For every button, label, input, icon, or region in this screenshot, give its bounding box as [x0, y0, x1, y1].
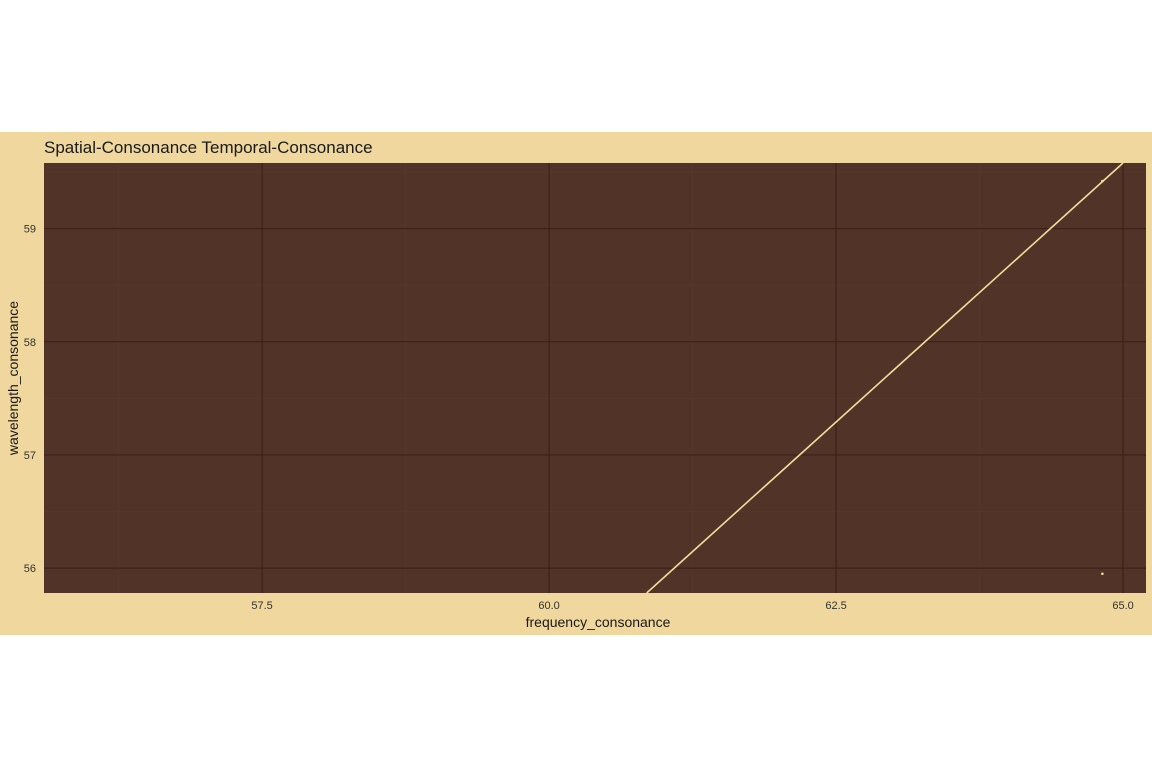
y-axis-title: wavelength_consonance [5, 301, 21, 456]
y-tick-label: 57 [24, 450, 36, 462]
chart-figure: Spatial-Consonance Temporal-Consonance 5… [0, 132, 1152, 635]
x-axis-title: frequency_consonance [526, 614, 671, 630]
x-tick-label: 62.5 [825, 600, 846, 612]
grid-minor [44, 163, 1146, 593]
y-tick-label: 56 [24, 563, 36, 575]
y-tick-label: 59 [24, 224, 36, 236]
plot-panel [44, 163, 1146, 593]
chart-title: Spatial-Consonance Temporal-Consonance [44, 138, 373, 157]
chart-svg: Spatial-Consonance Temporal-Consonance 5… [5, 138, 1146, 630]
x-tick-label: 65.0 [1112, 600, 1133, 612]
data-point [1101, 572, 1104, 576]
data-point [1101, 179, 1104, 183]
fit-line [646, 162, 1124, 594]
grid-major [44, 163, 1146, 593]
x-tick-label: 60.0 [538, 600, 559, 612]
x-axis-ticks: 57.5 60.0 62.5 65.0 [251, 600, 1133, 612]
chart-marks [646, 162, 1124, 594]
y-axis-ticks: 56 57 58 59 [24, 224, 36, 575]
y-tick-label: 58 [24, 337, 36, 349]
x-tick-label: 57.5 [251, 600, 272, 612]
